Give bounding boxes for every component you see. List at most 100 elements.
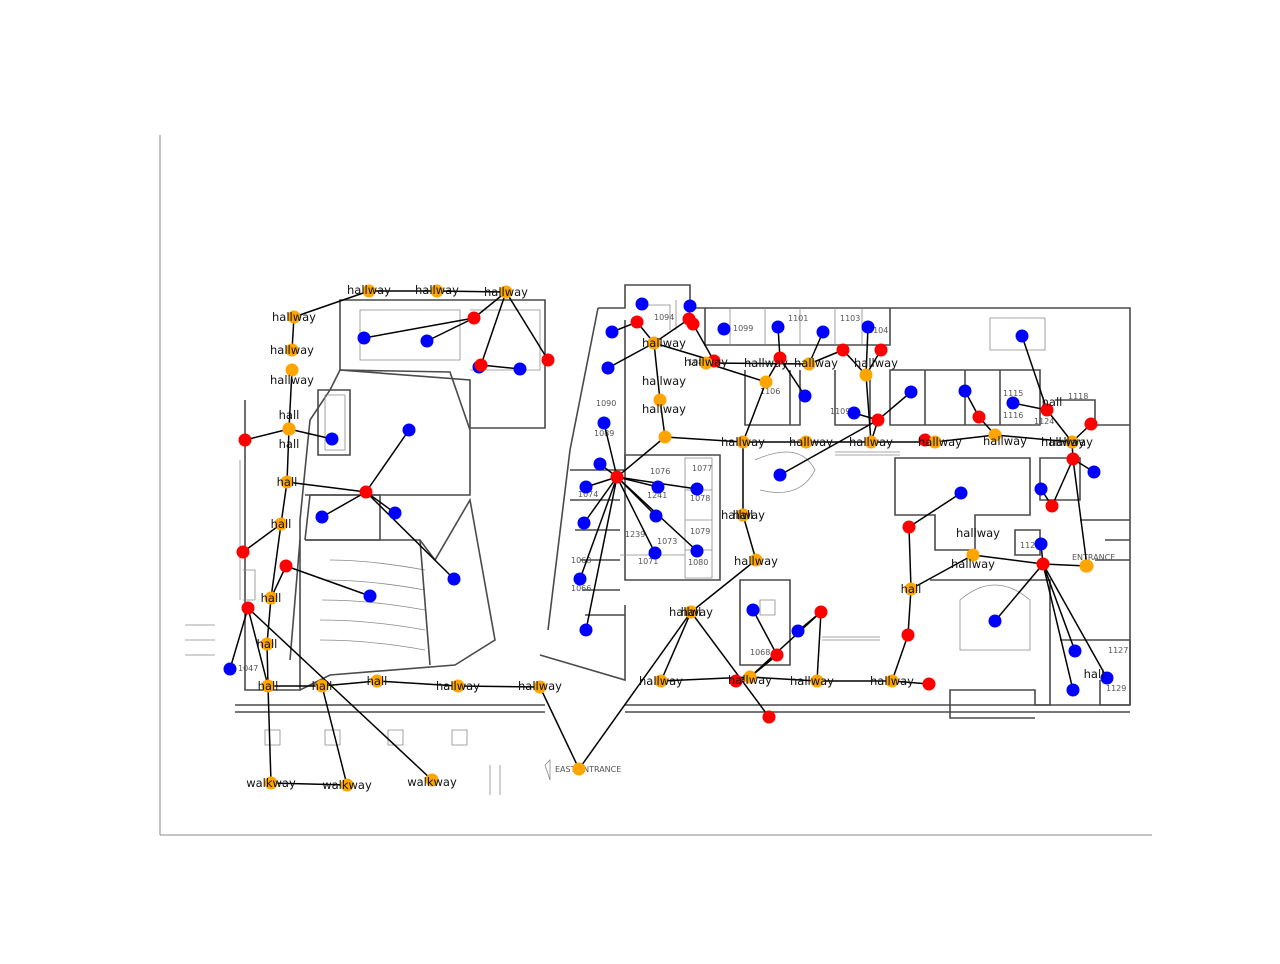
hallway-node — [340, 778, 354, 792]
hallway-node-label: hallway — [734, 554, 778, 568]
hallway-node — [802, 357, 816, 371]
door-node — [836, 343, 850, 357]
hallway-node-label: hallway — [272, 310, 316, 324]
room-number: 1124 — [1034, 417, 1054, 426]
hallway-node — [699, 356, 713, 370]
room-number: 1066 — [571, 584, 591, 593]
door-node — [238, 433, 252, 447]
door-node — [901, 628, 915, 642]
hallway-node — [533, 680, 547, 694]
room-node — [577, 516, 591, 530]
door-node — [902, 520, 916, 534]
graph-edge — [705, 362, 810, 365]
hallway-node — [653, 393, 667, 407]
hallway-node — [864, 435, 878, 449]
hallway-node-label: hallway — [642, 336, 686, 350]
hallway-node — [285, 343, 299, 357]
door-node — [1040, 403, 1054, 417]
hallway-node-label: hallway — [415, 283, 459, 297]
graph-edge — [457, 685, 541, 688]
door-node — [467, 311, 481, 325]
graph-edge — [1042, 563, 1108, 679]
graph-edge — [749, 611, 822, 678]
hallway-node-label: hall — [261, 591, 282, 605]
graph-edge — [653, 318, 690, 344]
door-node — [1045, 499, 1059, 513]
door-node — [874, 343, 888, 357]
hallway-node-label: hallway — [794, 356, 838, 370]
hallway-node-label: hallway — [728, 673, 772, 687]
door-node — [359, 485, 373, 499]
hallway-node — [654, 674, 668, 688]
room-node — [648, 546, 662, 560]
room-number: 1104 — [868, 326, 888, 335]
door-node — [972, 410, 986, 424]
hallway-node-label: hallway — [983, 434, 1027, 448]
hallway-node-label: hallway — [347, 283, 391, 297]
hallway-node-label: hall — [901, 582, 922, 596]
room-number: 1089 — [594, 429, 614, 438]
room-number: 1078 — [690, 494, 710, 503]
room-number: 1239 — [625, 530, 645, 539]
room-node — [601, 361, 615, 375]
room-node — [791, 624, 805, 638]
hallway-node-label: hall — [733, 508, 754, 522]
hallway-node-label: hallway — [1049, 435, 1093, 449]
graph-edge — [480, 364, 521, 370]
architectural-floor-plan: 1094 1099 1101 1103 1104 1106 1109 1090 … — [185, 284, 1131, 795]
graph-edge — [1072, 458, 1088, 567]
graph-edge — [363, 317, 475, 339]
graph-edge — [539, 686, 580, 770]
graph-edge — [585, 476, 618, 631]
graph-edge — [910, 554, 974, 590]
graph-edge — [994, 434, 1073, 443]
door-node — [241, 601, 255, 615]
graph-edge — [365, 491, 455, 580]
graph-edge — [660, 611, 692, 682]
hallway-node-label: walkway — [407, 775, 457, 789]
room-number: 1079 — [690, 527, 710, 536]
hallway-node — [1080, 559, 1094, 573]
room-node — [605, 325, 619, 339]
hallway-node-label: hallway — [518, 679, 562, 693]
hallway-node — [287, 310, 301, 324]
room-node — [683, 299, 697, 313]
door-node — [918, 433, 932, 447]
room-node — [988, 614, 1002, 628]
room-node — [798, 389, 812, 403]
graph-edge — [742, 381, 767, 443]
room-number: 1101 — [788, 314, 808, 323]
graph-edge — [267, 685, 272, 784]
door-node — [541, 353, 555, 367]
hallway-node-label: hallway — [789, 435, 833, 449]
graph-edge — [607, 342, 655, 369]
room-node — [597, 416, 611, 430]
hallway-node — [370, 674, 384, 688]
room-number: 1115 — [1003, 389, 1023, 398]
graph-edge — [286, 428, 290, 483]
door-node — [729, 674, 743, 688]
room-node — [579, 480, 593, 494]
graph-edge — [244, 428, 290, 441]
hallway-node-label: hall — [312, 679, 333, 693]
room-node — [1068, 644, 1082, 658]
hallway-node — [430, 284, 444, 298]
hallway-node-label: walkway — [322, 778, 372, 792]
room-node — [651, 480, 665, 494]
graph-edge — [321, 685, 348, 786]
graph-edge — [972, 554, 1044, 565]
hallway-node-label: hall — [257, 637, 278, 651]
graph-edge — [742, 514, 757, 561]
hallway-node-label: hall — [681, 605, 702, 619]
room-number: 1071 — [638, 557, 658, 566]
graph-edge — [616, 476, 656, 554]
hallway-node-label: hall — [271, 517, 292, 531]
hallway-node — [499, 285, 513, 299]
room-number: 1080 — [688, 558, 708, 567]
graph-edge — [280, 481, 288, 525]
hallway-node — [647, 336, 661, 350]
graph-edge — [865, 326, 869, 376]
graph-edge — [578, 611, 692, 770]
door-node — [686, 317, 700, 331]
